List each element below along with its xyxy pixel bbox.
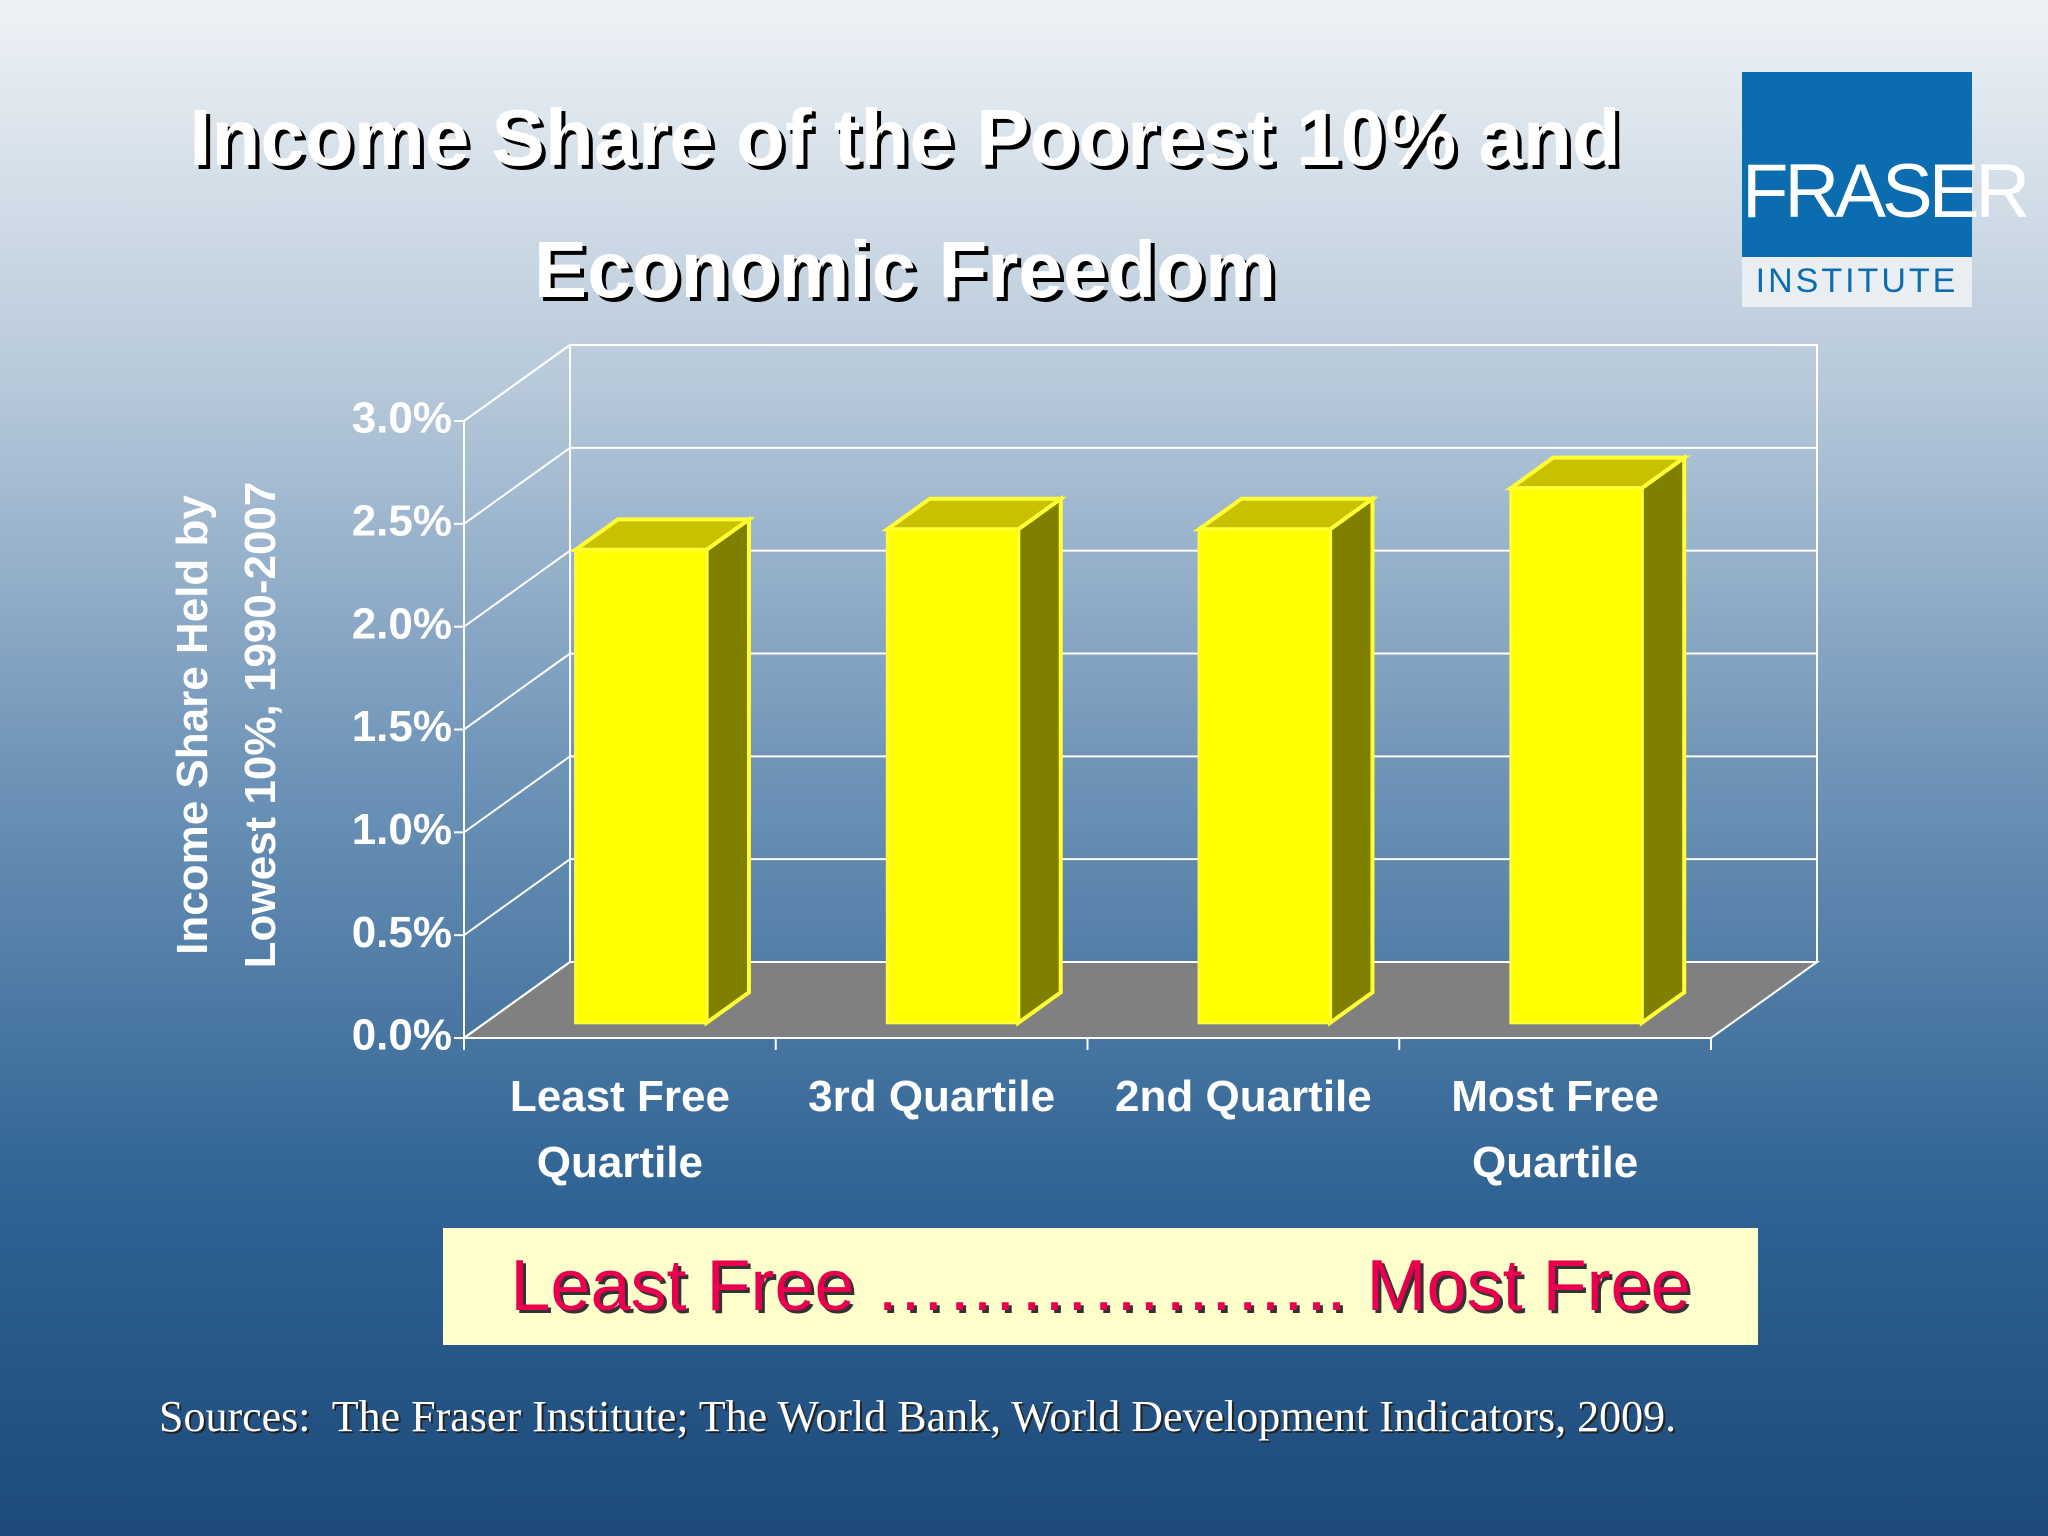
y-axis-label-line: Income Share Held by [168, 495, 217, 955]
grid-line [463, 344, 571, 422]
grid-line [463, 961, 571, 1039]
grid-line [463, 858, 571, 936]
logo-name: FRASER [1742, 72, 2030, 257]
bar [1197, 527, 1332, 1025]
y-axis-label: Income Share Held by Lowest 10%, 1990-200… [159, 482, 295, 969]
y-tick-label: 2.5% [352, 496, 452, 545]
logo: FRASER INSTITUTE [1742, 72, 2030, 307]
source-note: Sources: The Fraser Institute; The World… [159, 1392, 1677, 1441]
grid-line [463, 549, 571, 628]
bar [1509, 486, 1644, 1025]
logo-subtitle: INSTITUTE [1755, 262, 1959, 300]
grid-line [463, 652, 571, 731]
bar-side [1016, 494, 1063, 1027]
x-tick-label: Least Free Quartile [509, 1072, 730, 1187]
y-tick-label: 3.0% [352, 394, 452, 443]
x-tick-label: 3rd Quartile [808, 1072, 1056, 1121]
y-tick-label: 1.0% [352, 805, 452, 854]
grid-line [463, 447, 571, 525]
y-tick-label: 2.0% [352, 599, 452, 648]
y-axis-label-line: Lowest 10%, 1990-2007 [236, 481, 285, 969]
bar [885, 527, 1020, 1025]
bar-side [1639, 453, 1687, 1027]
x-tick-label: Most Free Quartile [1451, 1072, 1660, 1187]
bar [574, 548, 709, 1025]
bar-side [704, 515, 751, 1027]
chart-title: Income Share of the Poorest 10% and Econ… [189, 93, 1621, 314]
y-tick-label: 0.0% [352, 1011, 452, 1060]
y-tick-label: 0.5% [352, 908, 452, 957]
x-tick-label: 2nd Quartile [1115, 1072, 1372, 1121]
banner: Least Free ……………….. Most Free [443, 1228, 1758, 1345]
grid-line [463, 755, 571, 834]
bar-side [1328, 494, 1375, 1027]
y-tick-label: 1.5% [352, 702, 452, 751]
